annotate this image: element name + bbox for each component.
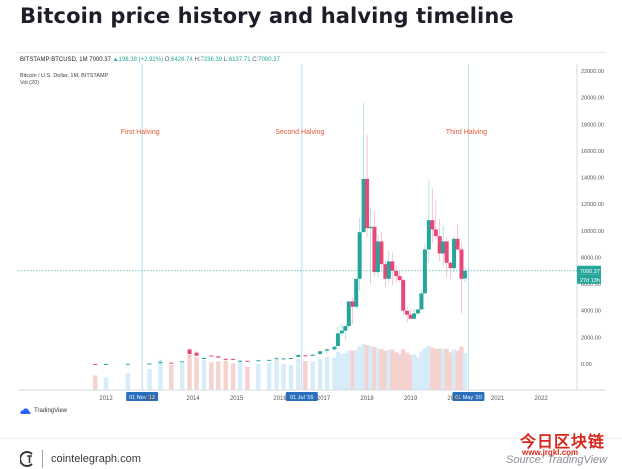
low-value: 6137.71	[228, 57, 251, 63]
watermark-url: www.jrqkl.com	[522, 448, 579, 457]
tradingview-logo[interactable]: TradingView	[20, 407, 67, 415]
close-label: C:	[252, 57, 259, 63]
symbol-name: BITSTAMP:BTCUSD, 1M	[20, 57, 88, 63]
symbol-legend: BITSTAMP:BTCUSD, 1M 7000.37 ▲198.38 (+2.…	[20, 57, 280, 63]
volume-indicator-name: Vol (20)	[20, 80, 39, 86]
brand-name: cointelegraph.com	[51, 453, 141, 465]
logo-separator	[42, 450, 43, 468]
tradingview-label: TradingView	[34, 408, 68, 414]
open-label: O:	[164, 57, 172, 63]
series-name: Bitcoin / U.S. Dollar, 1M, BITSTAMP	[20, 73, 109, 79]
cloud-icon	[20, 408, 31, 414]
high-label: H:	[194, 57, 201, 63]
last-price: 7000.37	[89, 57, 111, 63]
high-value: 7236.39	[200, 57, 223, 63]
close-value: 7000.37	[258, 57, 280, 63]
chart-frame	[16, 52, 606, 419]
open-value: 6428.74	[171, 57, 193, 63]
footer-divider	[0, 438, 622, 439]
source-credit: Source: TradingView	[506, 454, 608, 466]
price-change: ▲198.38 (+2.92%)	[112, 57, 164, 63]
page-title: Bitcoin price history and halving timeli…	[20, 4, 514, 28]
cointelegraph-logo[interactable]: cointelegraph.com	[20, 450, 141, 468]
low-label: L:	[223, 57, 229, 63]
cointelegraph-icon	[20, 451, 33, 467]
watermark: 今日区块链	[520, 432, 606, 451]
